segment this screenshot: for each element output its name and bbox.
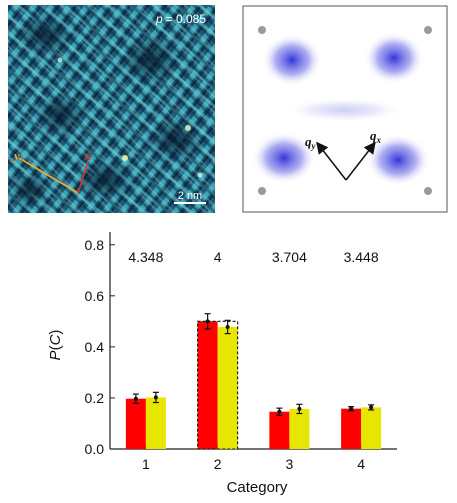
bar <box>145 397 166 449</box>
category-top-label: 3.704 <box>272 249 307 265</box>
fft-blob <box>252 132 316 184</box>
scale-bar-label: 2 nm <box>178 190 202 202</box>
y-axis-title: P(C) <box>47 330 64 361</box>
qy-arrow <box>316 141 347 181</box>
x-tick-label: 2 <box>214 456 222 472</box>
y-tick-label: 0.4 <box>85 339 105 355</box>
y-tick-label: 0.6 <box>85 288 105 304</box>
bar-value-point <box>369 405 374 410</box>
fft-corner-peaks <box>258 26 432 195</box>
category-top-label: 4 <box>214 249 222 265</box>
bar <box>269 411 290 449</box>
bragg-peak <box>424 187 432 195</box>
fft-panel: qy qx <box>242 5 448 213</box>
doping-var: p <box>155 12 163 26</box>
stm-bright-spots <box>57 57 203 178</box>
bar-value-point <box>349 406 354 411</box>
bar-chart: 0.0 0.2 0.4 0.6 0.8 1 2 3 4 4.348 4 3.704 3.448 P(C… <box>47 232 397 496</box>
y-axis-arrow <box>18 157 79 194</box>
bar-value-point <box>153 395 158 400</box>
lattice-axes: y x <box>12 148 92 194</box>
fft-intensity-blobs <box>252 32 430 186</box>
fft-blob <box>285 98 405 122</box>
bar <box>289 408 310 449</box>
x-axis-arrow <box>77 161 89 194</box>
doping-value: = 0.085 <box>166 12 207 26</box>
stm-image-panel: p = 0.085 y x 2 nm <box>8 5 215 213</box>
x-axis-title: Category <box>227 479 288 496</box>
scale-bar: 2 nm <box>174 190 206 204</box>
stm-dark-regions <box>10 13 203 208</box>
bar <box>341 408 362 449</box>
category-top-label: 3.448 <box>344 249 379 265</box>
bar-value-point <box>297 406 302 411</box>
bragg-peak <box>424 26 432 34</box>
bar-value-point <box>277 409 282 414</box>
bragg-peak <box>258 26 266 34</box>
qy-label: qy <box>305 134 317 151</box>
y-tick-label: 0.8 <box>85 237 105 253</box>
fft-q-vectors: qy qx <box>305 128 382 181</box>
fft-blob <box>262 34 322 86</box>
bar-value-point <box>133 396 138 401</box>
fft-blob <box>366 134 430 186</box>
bar-value-point <box>225 324 230 329</box>
axis-x-label: x <box>84 148 92 163</box>
qx-label: qx <box>370 128 382 145</box>
chart-labels: 4.348 4 3.704 3.448 <box>128 249 378 265</box>
x-tick-label: 1 <box>142 456 150 472</box>
qx-arrow <box>345 141 376 181</box>
bar <box>125 398 146 449</box>
bragg-peak <box>258 187 266 195</box>
bar <box>197 321 218 449</box>
doping-label: p = 0.085 <box>155 12 206 26</box>
axis-y-label: y <box>12 148 20 163</box>
x-tick-label: 3 <box>285 456 293 472</box>
bar <box>361 407 382 449</box>
bar <box>217 326 238 449</box>
y-tick-label: 0.2 <box>85 390 105 406</box>
y-tick-label: 0.0 <box>85 441 105 457</box>
fft-blob <box>364 32 424 84</box>
category-top-label: 4.348 <box>128 249 163 265</box>
x-tick-label: 4 <box>357 456 365 472</box>
highlight-outline <box>197 320 239 450</box>
chart-bars <box>125 313 382 450</box>
